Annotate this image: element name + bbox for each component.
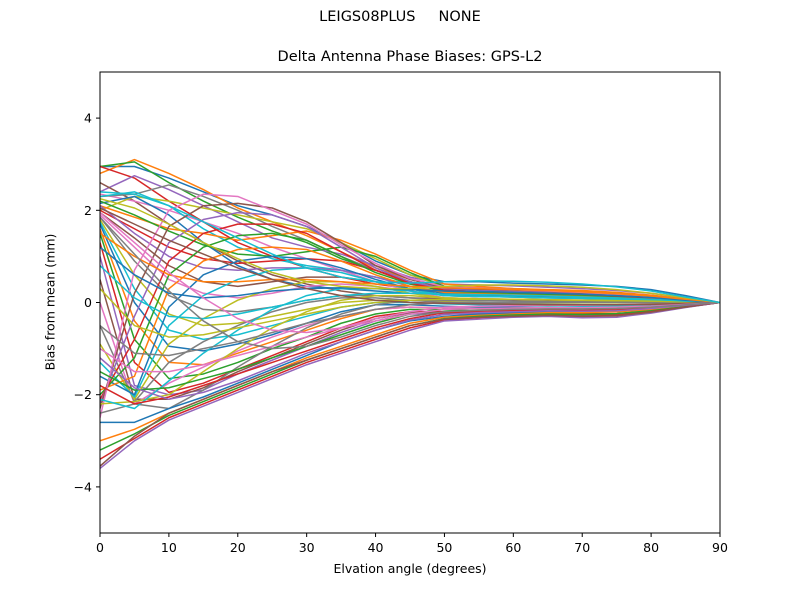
x-tick-label: 20 [230, 540, 246, 555]
y-tick-label: 0 [84, 295, 92, 310]
x-tick-label: 60 [505, 540, 521, 555]
x-axis-ticks: 0 10 20 30 40 50 60 70 80 90 [96, 533, 728, 555]
series-line [100, 207, 720, 306]
series-line [100, 287, 720, 410]
x-axis-label: Elvation angle (degrees) [333, 561, 487, 576]
series-line [100, 301, 720, 467]
figure-suptitle: LEIGS08PLUS NONE [319, 9, 481, 25]
series-line [100, 301, 720, 405]
y-tick-label: −2 [74, 387, 92, 402]
series-line [100, 212, 720, 334]
series-line [100, 301, 720, 470]
x-tick-label: 80 [643, 540, 659, 555]
series-line [100, 216, 720, 350]
y-tick-label: −4 [74, 479, 92, 494]
x-tick-label: 40 [368, 540, 384, 555]
series-line [100, 301, 720, 451]
x-tick-label: 30 [299, 540, 315, 555]
y-tick-label: 2 [84, 203, 92, 218]
y-axis-ticks: −4 −2 0 2 4 [74, 111, 100, 494]
series-line [100, 279, 720, 401]
series-line [100, 301, 720, 401]
series-line [100, 198, 720, 304]
y-tick-label: 4 [84, 111, 92, 126]
data-lines [100, 158, 720, 470]
series-line [100, 265, 720, 320]
x-tick-label: 50 [436, 540, 452, 555]
x-tick-label: 0 [96, 540, 104, 555]
series-line [100, 232, 720, 304]
series-line [100, 288, 720, 338]
x-tick-label: 90 [712, 540, 728, 555]
x-tick-label: 70 [574, 540, 590, 555]
chart-title: Delta Antenna Phase Biases: GPS-L2 [277, 49, 543, 65]
series-line [100, 301, 720, 357]
series-line [100, 299, 720, 414]
x-tick-label: 10 [161, 540, 177, 555]
series-line [100, 191, 720, 304]
